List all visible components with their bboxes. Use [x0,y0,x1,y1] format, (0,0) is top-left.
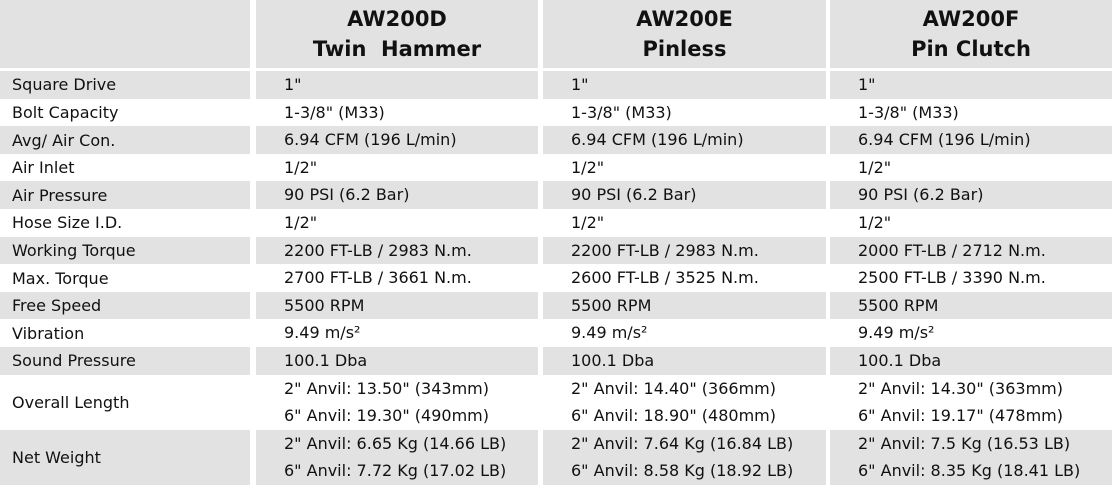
cell-text: 1" [284,75,302,94]
cell-text: 2000 FT-LB / 2712 N.m. [858,240,1046,260]
cell-text: 6" Anvil: 19.17" (478mm) [858,406,1063,426]
row-bg [830,347,1112,375]
cell-text: 5500 RPM [571,295,652,315]
cell-text: 6.94 CFM (196 L/min) [284,130,457,150]
row-bg [543,71,826,99]
row-bg [256,181,538,209]
cell-text: 100.1 Dba [284,351,368,370]
cell-text: 2500 FT-LB / 3390 N.m. [858,268,1046,288]
cell-text: 2" Anvil: 6.65 Kg (14.66 LB) [284,433,507,453]
row-bg [543,429,826,485]
row-bg [256,429,538,485]
cell-text: 1" [571,75,589,94]
cell-text: 6.94 CFM (196 L/min) [571,130,744,150]
cell-text: 9.49 m/s² [571,323,648,343]
row-bg [543,291,826,320]
row-label: Air Pressure [12,185,108,205]
cell-text: 1" [858,75,876,94]
row-bg [0,291,250,320]
column-model: AW200F [922,7,1020,31]
row-label: Sound Pressure [12,351,136,371]
column-subtitle: Twin Hammer [312,37,482,61]
cell-text: 6" Anvil: 8.35 Kg (18.41 LB) [858,461,1081,481]
row-label: Max. Torque [12,268,109,288]
row-bg [256,71,538,99]
row-bg [0,236,250,265]
column-subtitle: Pinless [642,37,727,61]
row-bg [0,181,250,209]
cell-text: 2600 FT-LB / 3525 N.m. [571,268,759,288]
row-label: Vibration [12,323,85,343]
row-bg [830,429,1112,485]
row-bg [830,71,1112,99]
row-bg [543,347,826,375]
row-bg [0,347,250,375]
cell-text: 2" Anvil: 7.64 Kg (16.84 LB) [571,433,794,453]
header-cell [256,0,538,68]
row-bg [830,291,1112,320]
cell-text: 9.49 m/s² [284,323,361,343]
cell-text: 1/2" [858,213,892,232]
row-bg [256,126,538,154]
cell-text: 2200 FT-LB / 2983 N.m. [571,240,759,260]
cell-text: 6" Anvil: 18.90" (480mm) [571,406,776,426]
cell-text: 90 PSI (6.2 Bar) [858,185,984,205]
header-cell [830,0,1112,68]
cell-text: 2" Anvil: 13.50" (343mm) [284,378,489,398]
cell-text: 1/2" [858,157,892,177]
cell-text: 2" Anvil: 7.5 Kg (16.53 LB) [858,433,1071,453]
row-bg [0,71,250,99]
row-label: Overall Length [12,392,130,412]
cell-text: 6" Anvil: 19.30" (490mm) [284,406,489,426]
cell-text: 9.49 m/s² [858,323,935,343]
cell-text: 6" Anvil: 8.58 Kg (18.92 LB) [571,461,794,481]
row-bg [0,126,250,154]
column-model: AW200D [347,7,447,31]
cell-text: 100.1 Dba [858,351,942,370]
row-bg [830,181,1112,209]
row-bg [543,236,826,265]
row-label: Free Speed [12,296,102,316]
cell-text: 1-3/8" (M33) [284,102,385,122]
cell-text: 1/2" [571,157,605,177]
cell-text: 1-3/8" (M33) [571,102,672,122]
cell-text: 1-3/8" (M33) [858,102,959,122]
cell-text: 5500 RPM [858,295,939,315]
cell-text: 2" Anvil: 14.30" (363mm) [858,378,1063,398]
row-label: Bolt Capacity [12,102,119,122]
header-cell [543,0,826,68]
column-subtitle: Pin Clutch [911,37,1031,61]
row-bg [830,236,1112,265]
row-bg [543,126,826,154]
cell-text: 5500 RPM [284,295,365,315]
cell-text: 6.94 CFM (196 L/min) [858,130,1031,150]
row-bg [256,347,538,375]
row-bg [0,429,250,485]
row-label: Hose Size I.D. [12,213,123,233]
row-label: Avg/ Air Con. [12,130,116,150]
row-label: Working Torque [12,240,136,260]
header-cell [0,0,250,68]
row-bg [256,291,538,320]
cell-text: 2200 FT-LB / 2983 N.m. [284,240,472,260]
row-bg [256,236,538,265]
row-bg [830,126,1112,154]
column-model: AW200E [636,7,733,31]
cell-text: 90 PSI (6.2 Bar) [571,185,697,205]
cell-text: 100.1 Dba [571,351,655,370]
cell-text: 90 PSI (6.2 Bar) [284,185,410,205]
cell-text: 6" Anvil: 7.72 Kg (17.02 LB) [284,461,507,481]
row-bg [543,181,826,209]
row-label: Air Inlet [12,158,75,178]
row-label: Net Weight [12,447,101,467]
row-label: Square Drive [12,75,117,95]
cell-text: 2700 FT-LB / 3661 N.m. [284,268,472,288]
cell-text: 1/2" [571,213,605,232]
cell-text: 2" Anvil: 14.40" (366mm) [571,378,776,398]
cell-text: 1/2" [284,157,318,177]
cell-text: 1/2" [284,213,318,232]
